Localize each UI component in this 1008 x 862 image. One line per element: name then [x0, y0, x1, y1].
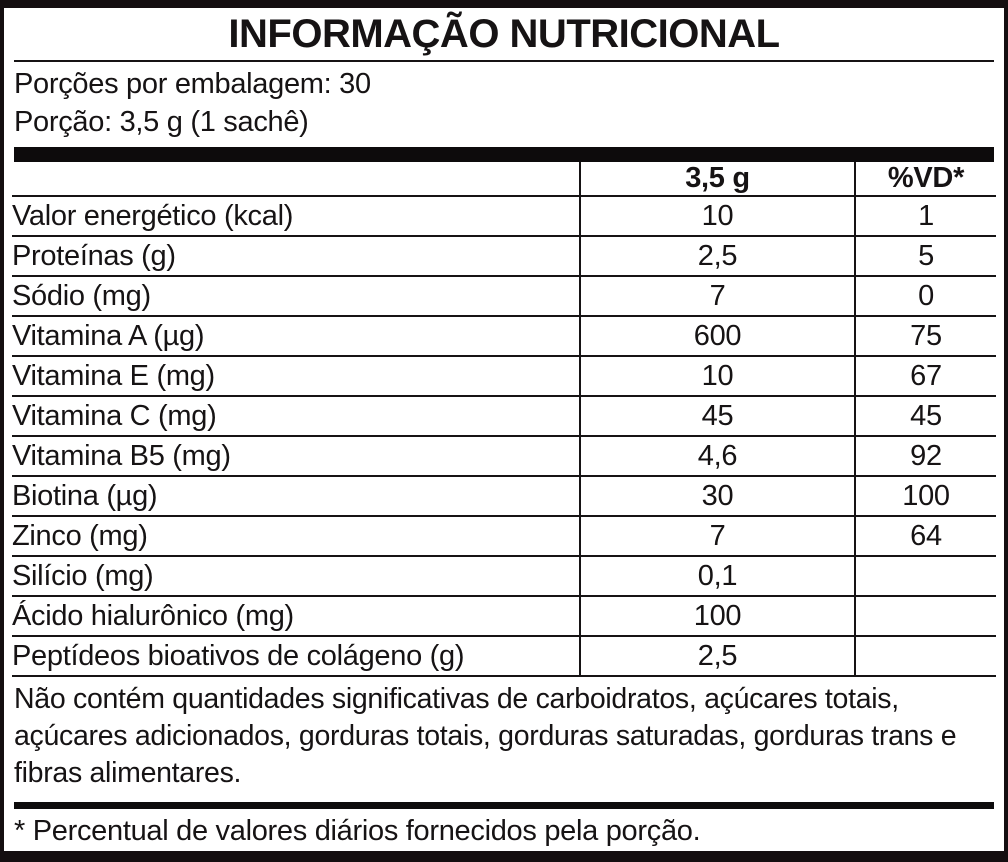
nutrient-name: Ácido hialurônico (mg)	[12, 599, 294, 632]
nutrient-name: Vitamina B5 (mg)	[12, 439, 231, 472]
nutrient-name: Vitamina E (mg)	[12, 359, 215, 392]
table-row: Vitamina C (mg) 45 45	[12, 396, 996, 436]
daily-value-footnote: * Percentual de valores diários fornecid…	[14, 815, 701, 847]
nutrient-dv: 5	[854, 236, 996, 276]
table-row: Vitamina A (µg) 600 75	[12, 316, 996, 356]
column-header-amount: 3,5 g	[579, 162, 855, 196]
table-row: Biotina (µg) 30 100	[12, 476, 996, 516]
nutrient-dv	[854, 636, 996, 676]
nutrient-dv: 75	[854, 316, 996, 356]
table-row: Vitamina B5 (mg) 4,6 92	[12, 436, 996, 476]
nutrient-name: Silício (mg)	[12, 559, 154, 592]
nutrient-amount: 7	[579, 516, 855, 556]
nutrient-name: Zinco (mg)	[12, 519, 148, 552]
nutrient-name: Vitamina C (mg)	[12, 399, 217, 432]
table-row: Proteínas (g) 2,5 5	[12, 236, 996, 276]
nutrient-amount: 45	[579, 396, 855, 436]
nutrient-name: Vitamina A (µg)	[12, 319, 205, 352]
nutrient-amount: 7	[579, 276, 855, 316]
nutrient-dv	[854, 596, 996, 636]
table-row: Vitamina E (mg) 10 67	[12, 356, 996, 396]
table-row: Zinco (mg) 7 64	[12, 516, 996, 556]
nutrition-table: 3,5 g %VD* Valor energético (kcal) 10 1 …	[12, 162, 996, 677]
table-row: Ácido hialurônico (mg) 100	[12, 596, 996, 636]
nutrient-dv: 100	[854, 476, 996, 516]
nutrient-amount: 600	[579, 316, 855, 356]
nutrient-amount: 30	[579, 476, 855, 516]
table-header-row: 3,5 g %VD*	[12, 162, 996, 196]
servings-per-package: Porções por embalagem: 30	[14, 68, 371, 100]
table-row: Peptídeos bioativos de colágeno (g) 2,5	[12, 636, 996, 676]
nutrient-amount: 100	[579, 596, 855, 636]
nutrient-dv: 0	[854, 276, 996, 316]
serving-info: Porções por embalagem: 30 Porção: 3,5 g …	[12, 62, 996, 147]
table-row: Sódio (mg) 7 0	[12, 276, 996, 316]
thick-divider-top	[14, 147, 994, 162]
nutrient-dv	[854, 556, 996, 596]
nutrient-name: Proteínas (g)	[12, 239, 176, 272]
nutrient-amount: 4,6	[579, 436, 855, 476]
table-row: Silício (mg) 0,1	[12, 556, 996, 596]
label-title: INFORMAÇÃO NUTRICIONAL	[228, 12, 780, 56]
nutrient-amount: 10	[579, 356, 855, 396]
nutrient-amount: 2,5	[579, 236, 855, 276]
no-significant-amounts-note: Não contém quantidades significativas de…	[14, 683, 957, 789]
nutrient-dv: 67	[854, 356, 996, 396]
nutrient-name: Peptídeos bioativos de colágeno (g)	[12, 639, 465, 672]
nutrient-name: Sódio (mg)	[12, 279, 151, 312]
table-row: Valor energético (kcal) 10 1	[12, 196, 996, 236]
nutrient-amount: 0,1	[579, 556, 855, 596]
title-divider	[14, 60, 994, 62]
nutrient-dv: 1	[854, 196, 996, 236]
nutrient-name: Valor energético (kcal)	[12, 199, 294, 232]
nutrient-name: Biotina (µg)	[12, 479, 158, 512]
thick-divider-bottom	[14, 802, 994, 809]
column-header-nutrient	[12, 162, 580, 196]
nutrient-amount: 10	[579, 196, 855, 236]
nutrient-dv: 92	[854, 436, 996, 476]
nutrient-dv: 64	[854, 516, 996, 556]
nutrient-amount: 2,5	[579, 636, 855, 676]
serving-size: Porção: 3,5 g (1 sachê)	[14, 106, 309, 138]
nutrient-dv: 45	[854, 396, 996, 436]
column-header-dv: %VD*	[854, 162, 996, 196]
